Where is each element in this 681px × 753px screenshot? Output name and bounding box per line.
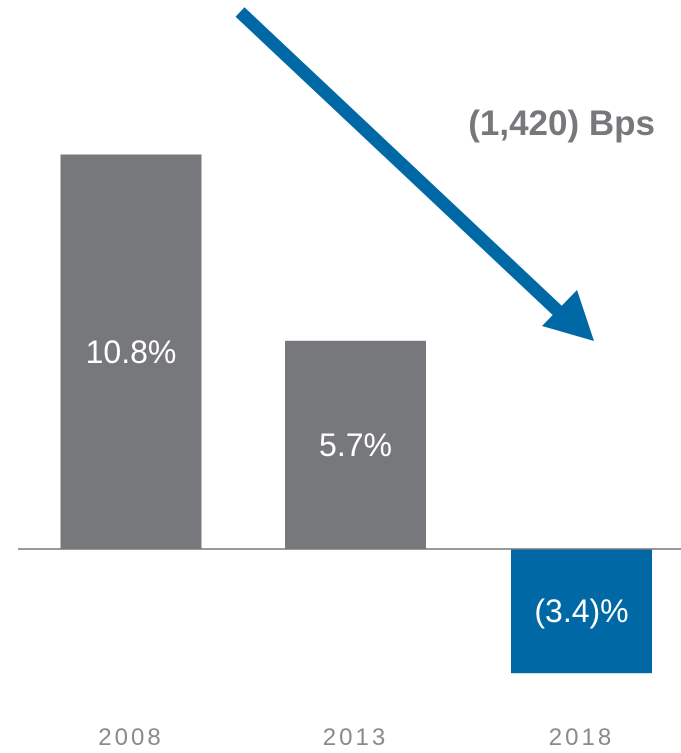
bar-2013 [285, 340, 426, 549]
value-label-2013: 5.7% [319, 427, 392, 463]
x-tick-label-2008: 2008 [98, 724, 163, 751]
bar-2008 [60, 154, 202, 549]
bar-2018 [511, 549, 652, 674]
bars-group [60, 154, 652, 674]
value-label-2018: (3.4)% [534, 593, 628, 629]
trend-arrow-shaft [235, 7, 565, 318]
x-tick-label-2018: 2018 [549, 724, 614, 751]
x-tick-labels-group: 2008 2013 2018 [98, 724, 614, 751]
trend-arrow [235, 7, 594, 341]
x-tick-label-2013: 2013 [323, 724, 388, 751]
value-labels-group: 10.8% 5.7% (3.4)% [86, 334, 629, 629]
trend-arrow-head [542, 290, 594, 341]
value-label-2008: 10.8% [86, 334, 177, 370]
change-annotation: (1,420) Bps [468, 104, 655, 143]
